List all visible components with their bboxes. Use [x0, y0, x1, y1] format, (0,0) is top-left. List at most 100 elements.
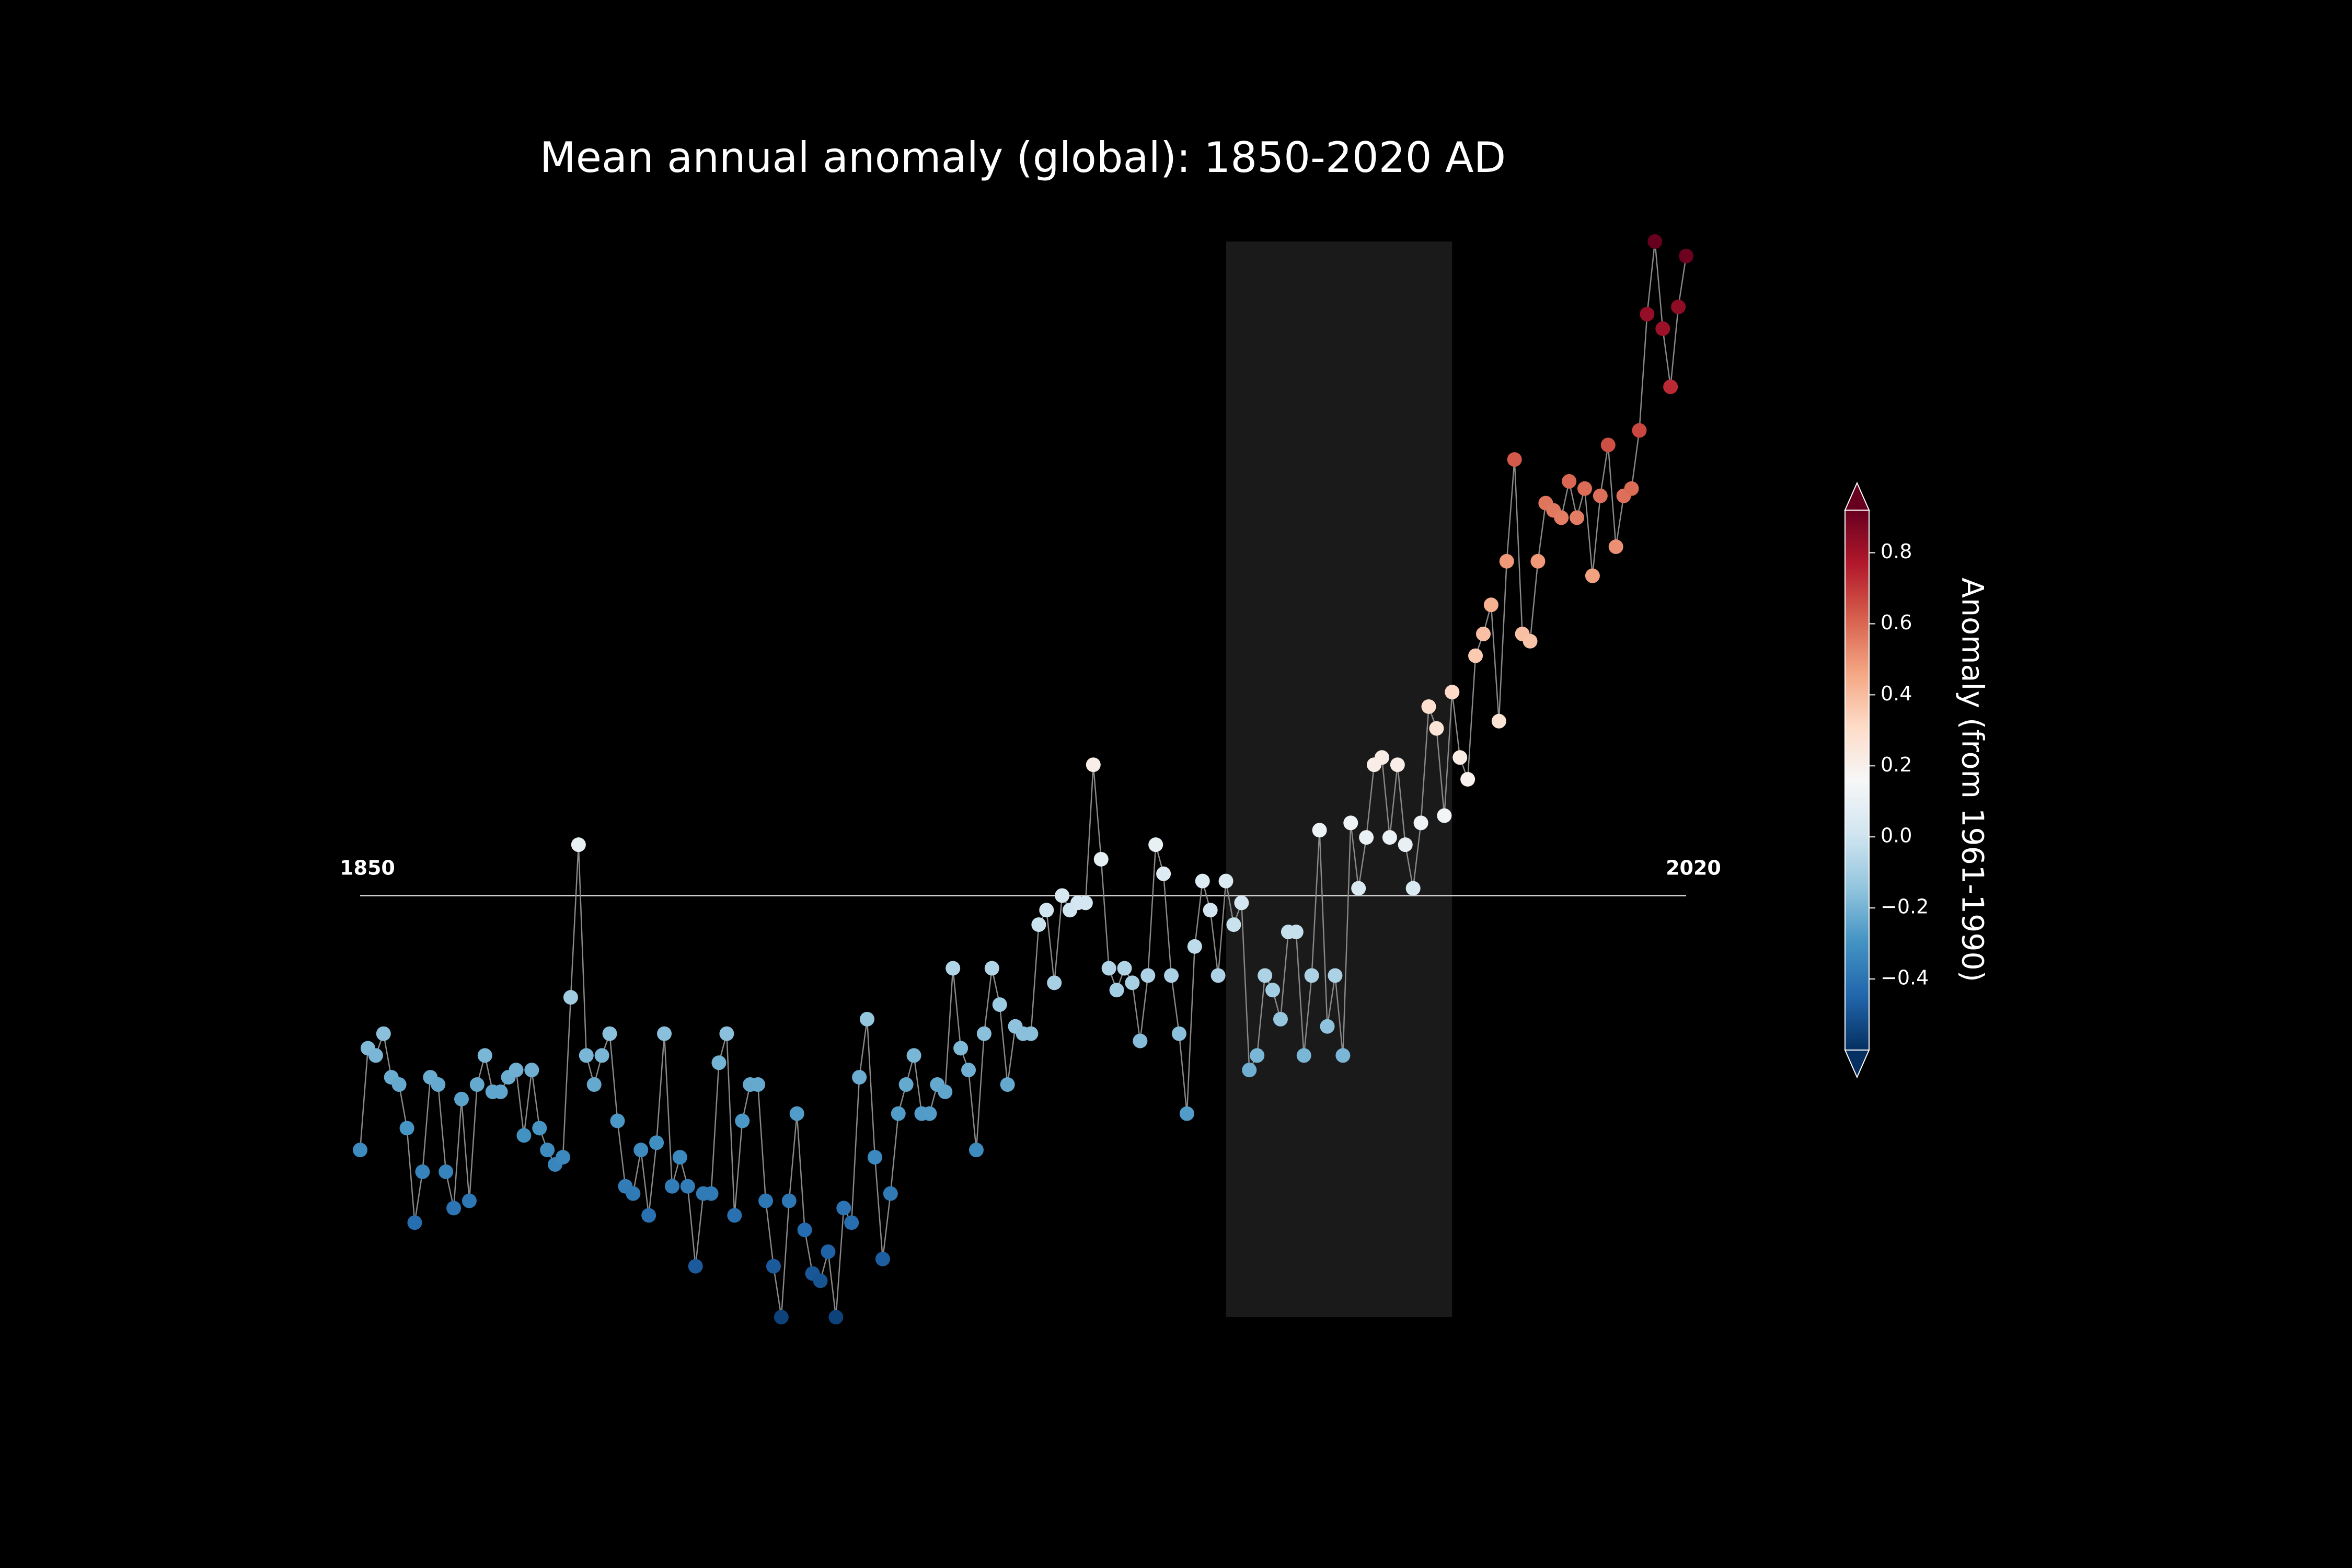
data-point	[1671, 299, 1686, 315]
data-point	[1171, 1026, 1186, 1041]
data-point	[1273, 1011, 1288, 1027]
data-point	[1203, 903, 1218, 918]
colorbar-tick-label: 0.6	[1881, 611, 1912, 634]
data-point	[1640, 307, 1655, 322]
x-end-label: 2020	[1666, 856, 1721, 879]
data-point	[688, 1259, 703, 1274]
data-point	[1554, 510, 1569, 525]
data-point	[1570, 510, 1585, 525]
data-point	[1507, 452, 1522, 467]
data-point	[1117, 961, 1132, 976]
data-point	[477, 1048, 492, 1063]
data-point	[446, 1201, 462, 1216]
data-point	[1632, 423, 1647, 438]
data-point	[586, 1077, 602, 1092]
data-point	[509, 1063, 524, 1078]
data-point	[1624, 481, 1639, 496]
data-point	[1242, 1063, 1257, 1078]
data-point	[922, 1106, 937, 1121]
colorbar-extend-top	[1844, 481, 1870, 511]
data-point	[1577, 481, 1592, 496]
colorbar-frame	[1844, 510, 1870, 1051]
colorbar	[1845, 510, 1869, 1050]
data-point	[1125, 975, 1140, 990]
colorbar-tick-label: 0.8	[1881, 540, 1912, 563]
data-point	[532, 1121, 547, 1136]
data-point	[938, 1084, 953, 1099]
data-point	[1452, 750, 1468, 765]
data-point	[391, 1077, 407, 1092]
data-point	[516, 1128, 532, 1143]
data-point	[1405, 881, 1421, 896]
data-point	[1335, 1048, 1351, 1063]
data-point	[594, 1048, 609, 1063]
data-point	[1343, 815, 1358, 831]
data-point	[1679, 248, 1693, 263]
data-point	[399, 1121, 414, 1136]
data-point	[1593, 488, 1608, 503]
data-point	[891, 1106, 906, 1121]
x-start-label: 1850	[340, 856, 395, 879]
data-point	[813, 1273, 828, 1288]
data-point	[1304, 968, 1319, 983]
data-point	[1031, 917, 1046, 932]
data-point	[711, 1055, 727, 1070]
data-point	[1523, 633, 1538, 649]
data-point	[680, 1179, 695, 1194]
data-point	[1195, 873, 1210, 889]
data-point	[1148, 837, 1163, 852]
data-point	[641, 1208, 656, 1223]
data-point	[571, 837, 586, 852]
data-point	[704, 1186, 719, 1201]
data-point	[1429, 721, 1444, 736]
data-point	[1226, 917, 1241, 932]
data-point	[1491, 713, 1506, 729]
data-point	[1562, 474, 1577, 489]
data-point	[797, 1223, 812, 1238]
data-point	[664, 1179, 679, 1194]
data-point	[556, 1150, 571, 1165]
data-point	[1421, 699, 1436, 714]
data-point	[431, 1077, 446, 1092]
data-point	[844, 1215, 859, 1230]
data-point	[454, 1091, 469, 1106]
data-point	[1140, 968, 1156, 983]
data-point	[984, 961, 999, 976]
data-point	[469, 1077, 485, 1092]
colorbar-tick-label: 0.4	[1881, 682, 1912, 705]
data-point	[1265, 983, 1281, 998]
data-point	[789, 1106, 804, 1121]
data-point	[1655, 321, 1670, 336]
data-point	[353, 1143, 367, 1158]
data-point	[860, 1011, 875, 1027]
data-point	[1312, 823, 1327, 838]
data-point	[758, 1193, 774, 1208]
data-point	[1047, 975, 1062, 990]
data-point	[976, 1026, 991, 1041]
data-point	[727, 1208, 742, 1223]
data-point	[1468, 648, 1483, 663]
data-point	[1445, 685, 1460, 700]
data-point	[579, 1048, 594, 1063]
data-point	[1374, 750, 1389, 765]
data-point	[883, 1186, 898, 1201]
data-point	[1483, 597, 1498, 613]
data-point	[969, 1143, 984, 1158]
data-point	[1475, 626, 1491, 641]
data-point	[1109, 983, 1124, 998]
colorbar-extend-bottom	[1844, 1050, 1870, 1079]
data-point	[376, 1026, 391, 1041]
data-point	[540, 1143, 555, 1158]
data-point	[821, 1244, 836, 1259]
data-point	[1390, 757, 1405, 773]
data-point	[524, 1063, 539, 1078]
data-point	[1210, 968, 1226, 983]
data-point	[1133, 1033, 1148, 1048]
data-point	[493, 1084, 508, 1099]
colorbar-tick-label: −0.4	[1881, 966, 1929, 989]
data-point	[1078, 895, 1093, 910]
data-point	[1647, 234, 1663, 249]
data-point	[1234, 895, 1249, 910]
data-point	[1437, 808, 1452, 823]
